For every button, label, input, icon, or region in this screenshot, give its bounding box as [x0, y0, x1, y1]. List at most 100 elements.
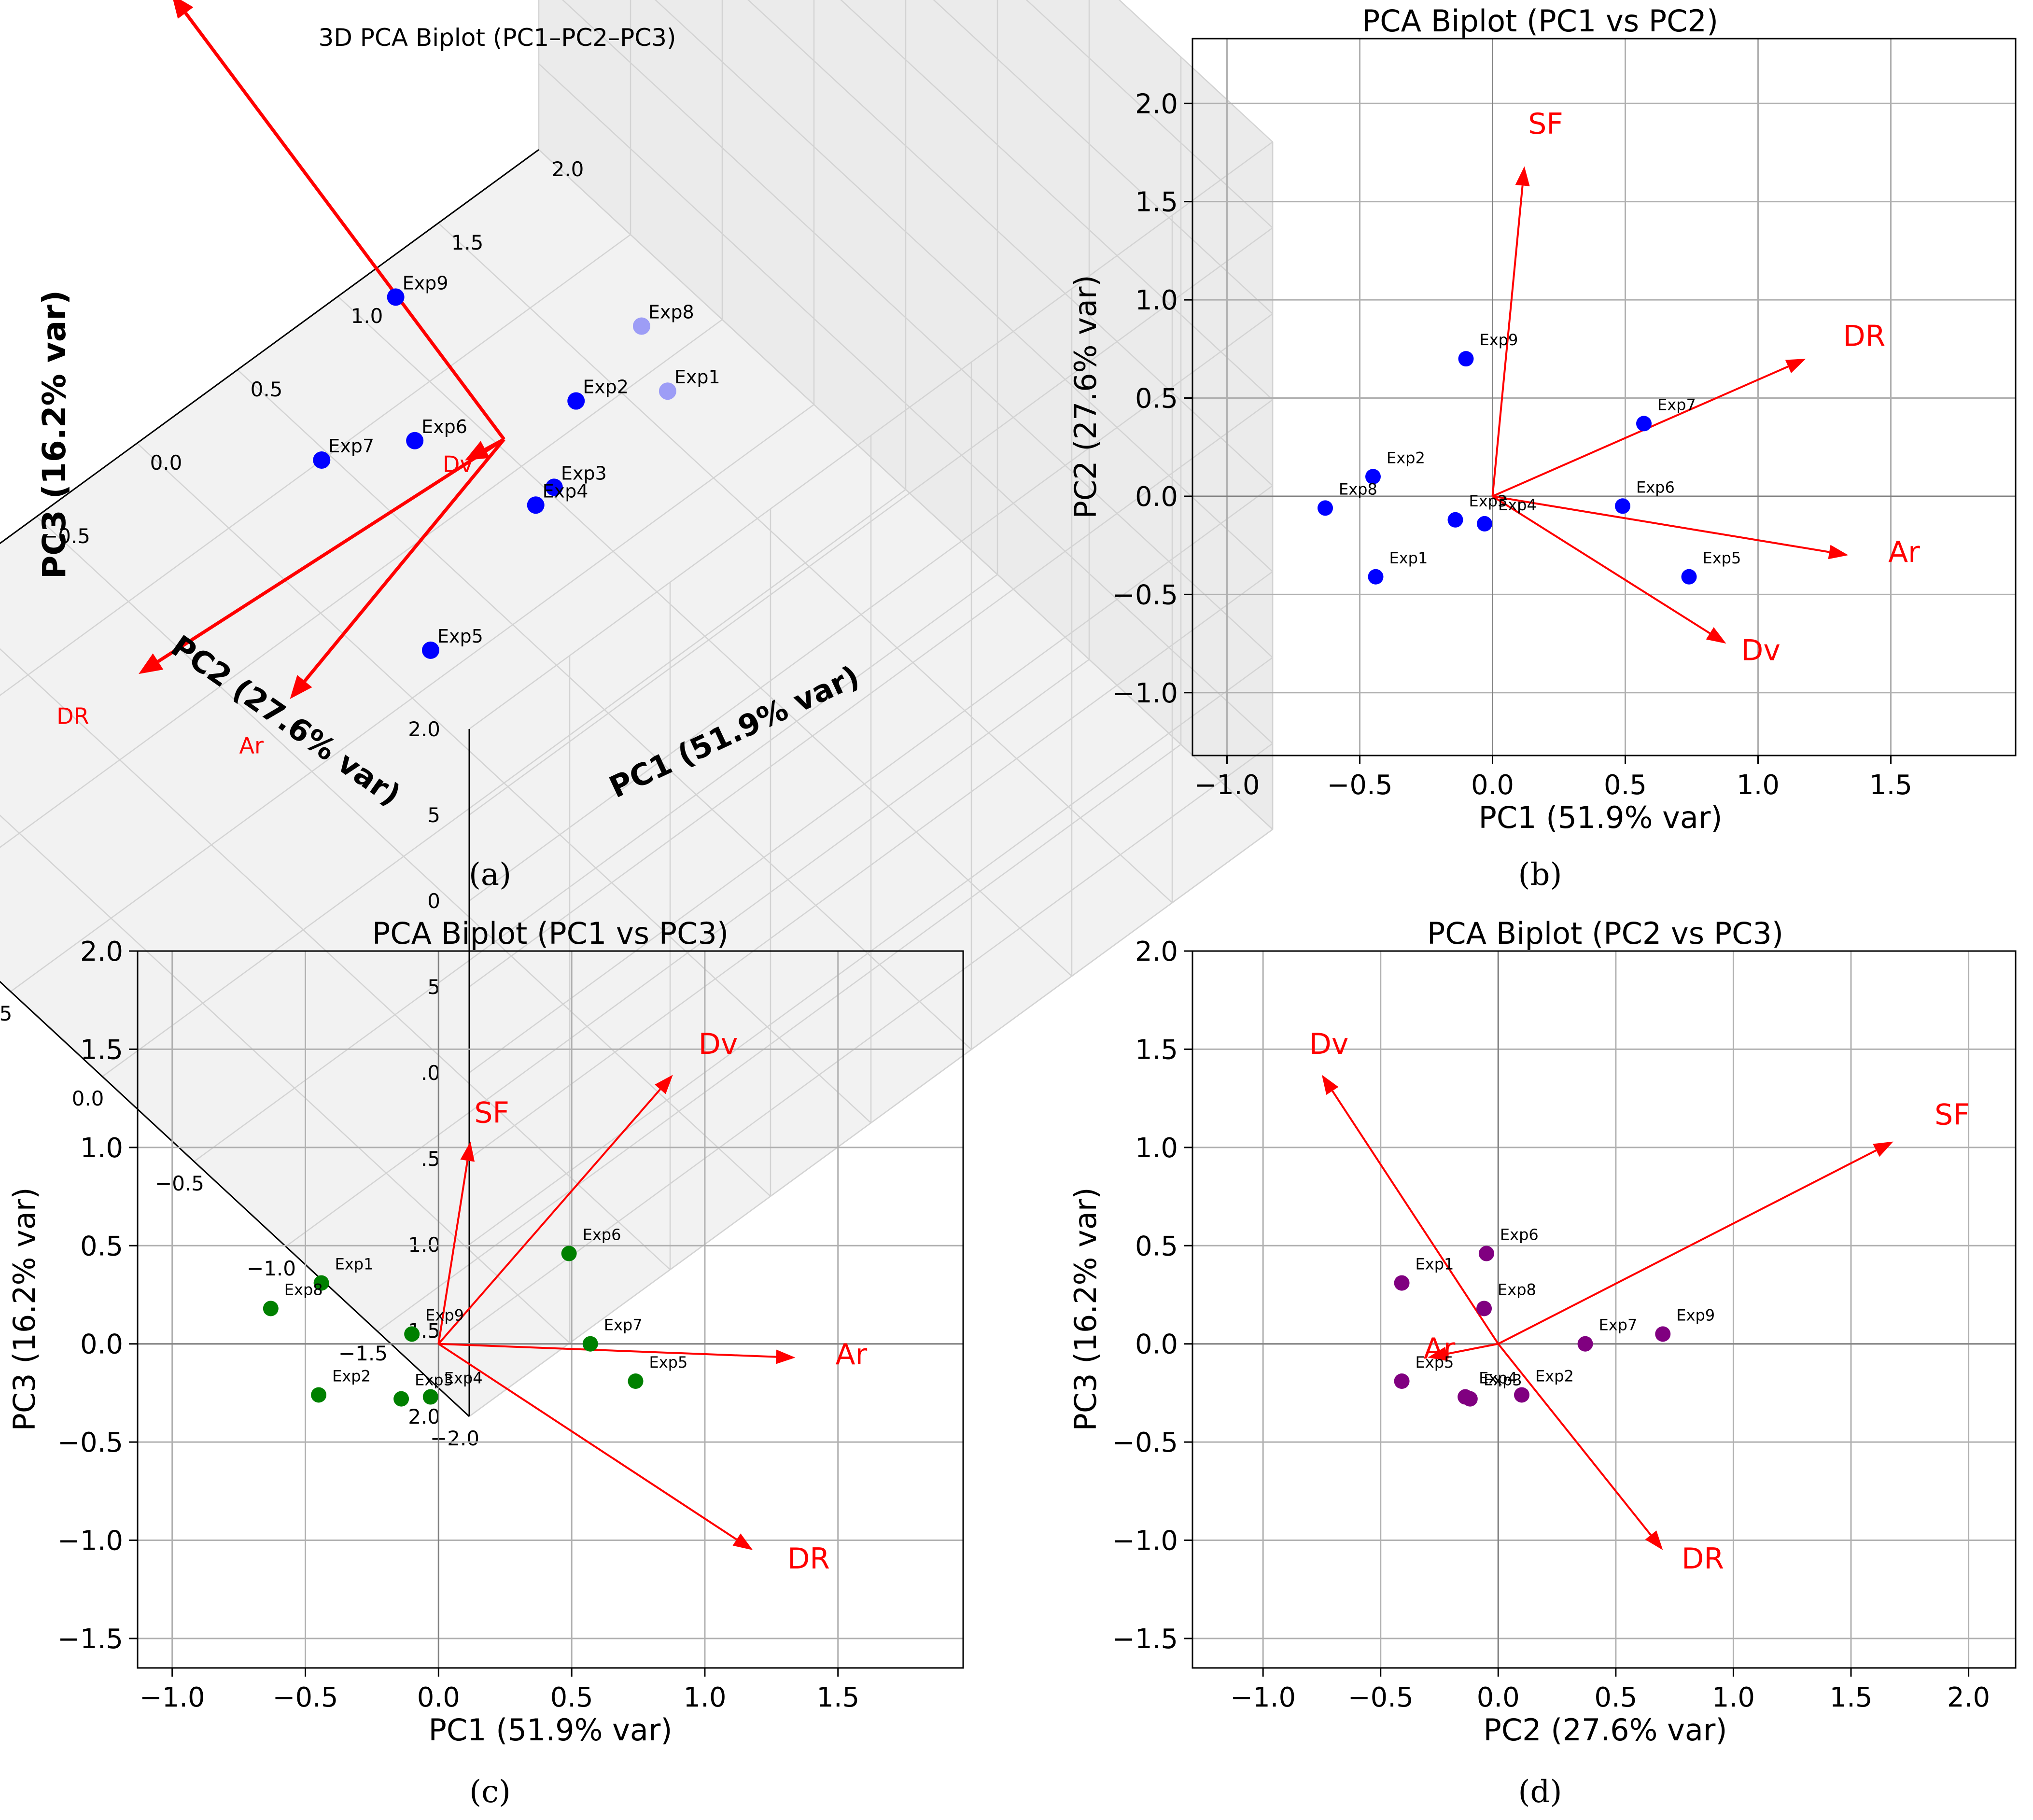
data-point-exp5 — [628, 1373, 644, 1389]
loading-arrow-sf — [437, 1141, 475, 1344]
gridline-wall2-pc3 — [1118, 0, 1273, 142]
loading-label-3d-dr: DR — [56, 703, 89, 729]
loading-arrow-3d-ar — [290, 438, 505, 699]
y-tick-label: 0.5 — [1135, 1231, 1178, 1262]
panel-label-b: (b) — [1518, 857, 1562, 893]
data-point-exp5 — [1681, 569, 1697, 585]
data-point-3d-exp8 — [632, 317, 650, 335]
pc2-tick-label: −1.0 — [247, 1257, 296, 1280]
loading-arrow-sf-head — [1873, 1141, 1893, 1157]
y-tick-label: −0.5 — [1112, 1427, 1178, 1458]
plot-frame — [137, 950, 964, 1669]
loading-arrow-dv — [437, 1075, 673, 1345]
loading-arrow-dv-shaft — [437, 1089, 661, 1345]
pc2-tick-label: −1.5 — [338, 1342, 388, 1365]
x-tick-label: 1.0 — [1737, 770, 1780, 801]
loading-arrow-dr-head — [732, 1533, 753, 1550]
loading-arrow-sf — [1498, 1141, 1893, 1345]
gridline-wall2-pc3 — [1025, 0, 1273, 228]
plot-frame — [1192, 38, 2017, 756]
pc1-tick-label: 2.0 — [552, 157, 584, 181]
point-label-exp2: Exp2 — [332, 1367, 371, 1385]
gridline-floor-pc2 — [0, 319, 723, 848]
loading-arrow-dv-shaft — [1332, 1090, 1499, 1344]
loading-label-ar: Ar — [1424, 1332, 1456, 1366]
pc3-tick-label: 2.0 — [408, 1405, 440, 1428]
x-tick-label: 0.0 — [417, 1682, 460, 1713]
data-point-exp5 — [1394, 1373, 1410, 1389]
point-label-exp6: Exp6 — [1500, 1226, 1539, 1244]
y-axis-label: PC3 (16.2% var) — [7, 1187, 42, 1431]
point-label-exp8: Exp8 — [284, 1280, 323, 1299]
panel-d-pc2-vs-pc3: −1.0 −0.5 0.0 0.5 1.0 1.5 2.0 −1.5 −1.0 −0.5 0.0 0.… — [1068, 916, 2017, 1748]
loading-arrow-dv-shaft — [1492, 495, 1711, 634]
pc3-tick-label: 1.0 — [408, 1233, 440, 1257]
point-label-exp3: Exp3 — [415, 1371, 453, 1389]
data-point-exp3 — [1447, 512, 1463, 528]
y-tick-label: −1.0 — [1112, 678, 1178, 709]
point-label-exp2: Exp2 — [1387, 448, 1425, 467]
point-label-3d-exp9: Exp9 — [403, 272, 449, 294]
data-point-3d-exp9 — [387, 288, 405, 306]
y-axis-label: PC2 (27.6% var) — [1068, 275, 1103, 518]
loading-arrow-dr-shaft — [1492, 365, 1789, 497]
pc3-tick-label: .0 — [421, 1061, 440, 1085]
gridline-wall-pc3 — [469, 399, 1273, 988]
data-point-exp9 — [1458, 351, 1474, 367]
pc1-tick-label: 1.0 — [351, 304, 383, 328]
y-tick-label: 0.0 — [80, 1329, 123, 1360]
loading-arrow-dv-head — [1321, 1075, 1339, 1095]
loading-arrow-dr-head — [1645, 1530, 1663, 1550]
point-label-3d-exp8: Exp8 — [648, 302, 694, 323]
panel-a-3d-biplot: −2.0−1.5−1.0−0.50.00.51.01.52.0−2.0−1.5−… — [0, 0, 1274, 1450]
point-label-exp4: Exp4 — [1479, 1369, 1517, 1387]
axis-line-pc2 — [0, 980, 470, 1417]
loading-arrow-sf-head — [1515, 166, 1530, 186]
data-point-exp2 — [1365, 469, 1381, 485]
data-point-exp1 — [1394, 1275, 1410, 1291]
loading-arrow-3d-dv-head — [464, 441, 490, 461]
data-point-3d-exp5 — [421, 641, 439, 659]
point-label-exp5: Exp5 — [649, 1353, 688, 1372]
loading-arrow-3d-dr — [139, 438, 505, 674]
data-point-exp9 — [404, 1326, 420, 1342]
chart-title: PCA Biplot (PC1 vs PC3) — [372, 916, 729, 951]
point-label-exp1: Exp1 — [1416, 1255, 1454, 1274]
gridline-floor-pc1 — [0, 648, 671, 1270]
y-tick-label: −1.0 — [1112, 1526, 1178, 1557]
data-point-3d-exp7 — [313, 451, 331, 469]
y-tick-label: 1.5 — [1135, 1034, 1178, 1065]
chart-title: PCA Biplot (PC1 vs PC2) — [1362, 3, 1718, 39]
loading-arrow-dv-head — [1706, 627, 1726, 644]
loading-arrow-3d-dv — [464, 437, 505, 461]
data-point-exp4 — [422, 1389, 438, 1405]
loading-arrow-ar — [1492, 495, 1849, 560]
point-label-exp6: Exp6 — [1636, 478, 1675, 496]
loading-label-dr: DR — [1843, 319, 1886, 353]
loading-label-ar: Ar — [1888, 535, 1920, 569]
y-tick-label: −0.5 — [1112, 579, 1178, 611]
x-tick-label: 1.5 — [1869, 770, 1912, 801]
pc3-tick-label: .5 — [421, 1147, 440, 1171]
gridline-wall-pc3 — [469, 485, 1273, 1074]
pc3-tick-label: 2.0 — [408, 717, 440, 741]
data-point-exp6 — [1478, 1246, 1494, 1261]
point-label-exp5: Exp5 — [1416, 1353, 1454, 1372]
gridline-wall-pc3 — [469, 141, 1273, 730]
loading-arrow-sf-shaft — [437, 1160, 469, 1344]
y-tick-label: 2.0 — [1135, 936, 1178, 967]
loading-arrow-dv — [1321, 1075, 1499, 1344]
y-tick-label: 0.5 — [80, 1231, 123, 1262]
data-point-exp7 — [1577, 1336, 1593, 1352]
point-label-3d-exp2: Exp2 — [583, 377, 629, 398]
point-label-3d-exp6: Exp6 — [421, 416, 467, 437]
loading-arrow-sf-shaft — [1491, 185, 1524, 497]
x-tick-label: 0.5 — [1594, 1682, 1637, 1713]
data-point-exp4 — [1477, 516, 1492, 532]
point-label-3d-exp3: Exp3 — [561, 462, 607, 484]
y-tick-label: 1.5 — [80, 1034, 123, 1065]
gridline-floor-pc2 — [10, 404, 814, 993]
y-tick-label: 2.0 — [80, 936, 123, 967]
x-tick-label: −1.0 — [140, 1682, 205, 1713]
